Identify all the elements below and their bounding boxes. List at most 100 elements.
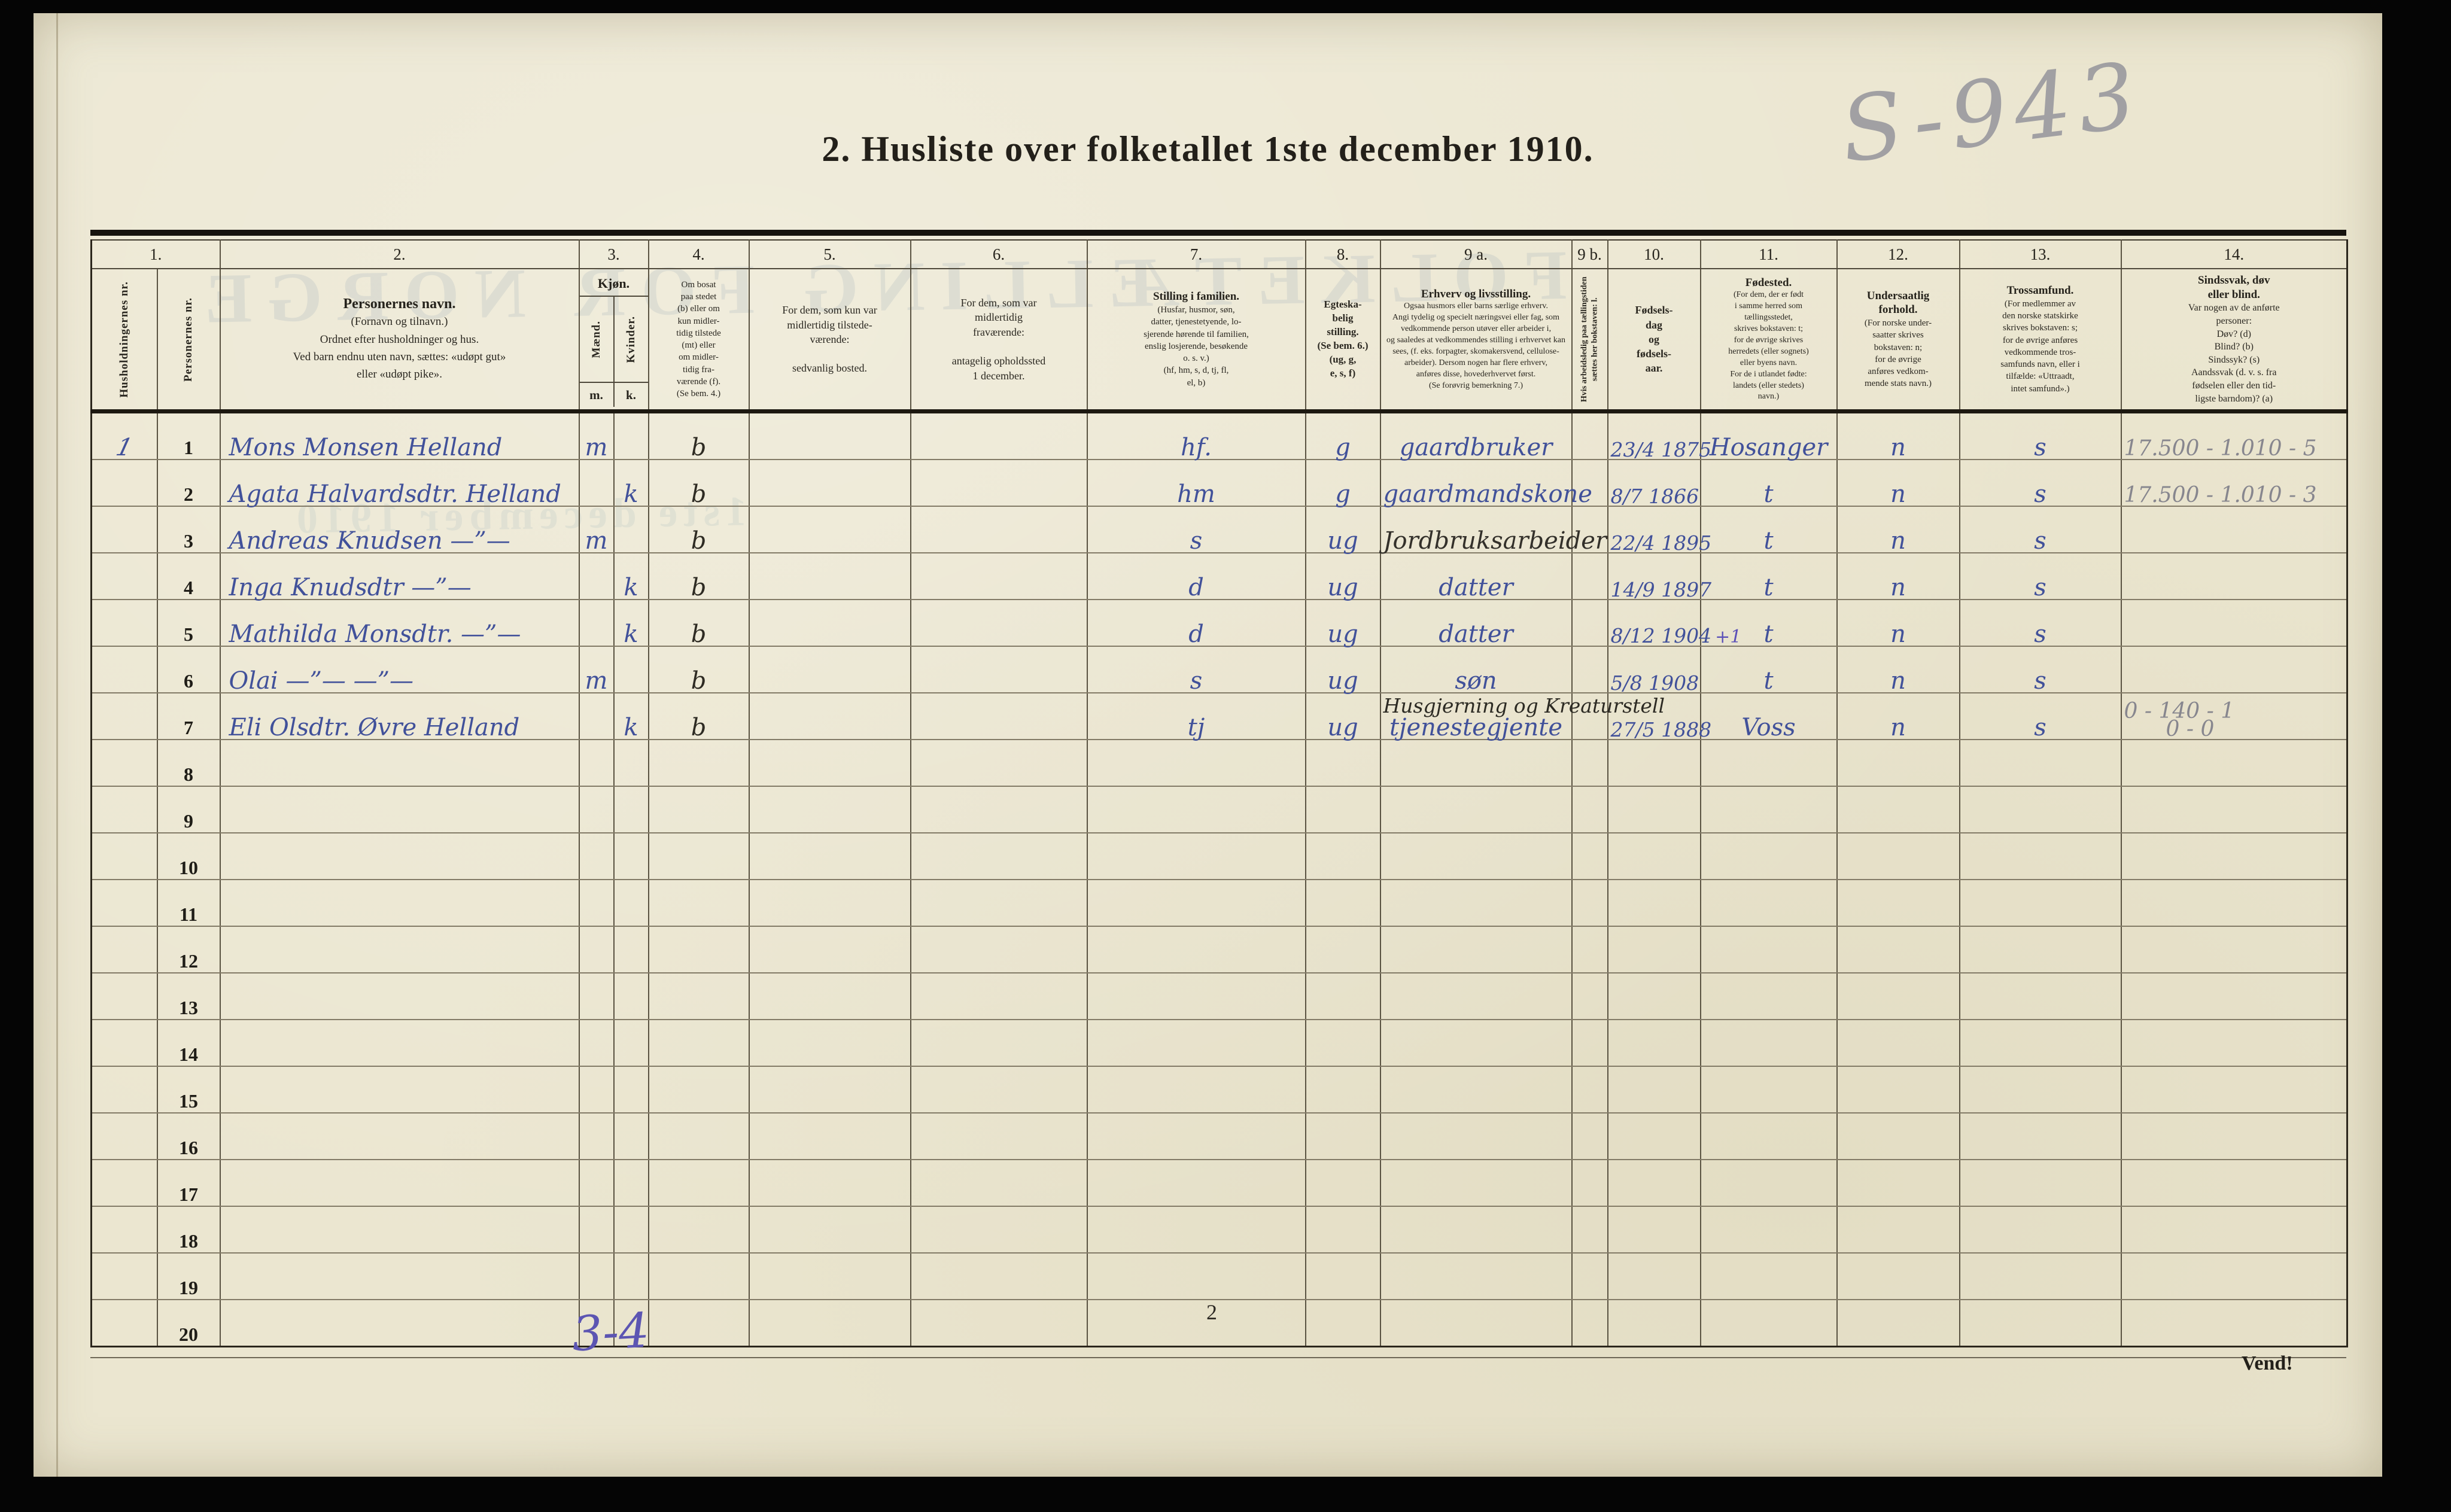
cell-residence-status: b	[648, 693, 750, 740]
cell-probable-location	[910, 1300, 1088, 1347]
header-birthplace: Fødested. (For dem, der er født i samme …	[1700, 269, 1838, 412]
cell-household-nr	[91, 600, 158, 647]
cell-usual-residence	[749, 553, 911, 600]
cell-residence-status: b	[648, 600, 750, 647]
cell-male-mark: m	[579, 411, 615, 460]
cell-religion	[1959, 740, 2122, 787]
cell-usual-residence	[749, 460, 911, 507]
header-person-nr: Personernes nr.	[157, 269, 221, 412]
cell-male-mark	[579, 600, 615, 647]
cell-female-mark	[613, 833, 649, 880]
cell-remark	[2121, 506, 2348, 553]
birthdate-text: 5/8 1908	[1610, 671, 1699, 695]
cell-person-nr: 18	[157, 1206, 221, 1254]
cell-birthdate	[1607, 833, 1701, 880]
header-household-nr: Husholdningernes nr.	[91, 269, 158, 412]
person-nr-label: Personernes nr.	[182, 297, 194, 382]
cell-name: Mathilda Monsdtr. —”—	[220, 600, 580, 647]
cell-birthplace	[1700, 926, 1838, 973]
cell-unemployed	[1571, 740, 1608, 787]
cell-person-nr: 14	[157, 1020, 221, 1067]
cell-male-mark	[579, 553, 615, 600]
cell-marital-status	[1305, 1300, 1381, 1347]
cell-marital-status: ug	[1305, 600, 1381, 647]
cell-remark	[2121, 1113, 2348, 1160]
census-table-wrap: 1. 2. 3. 4. 5. 6. 7. 8. 9 a. 9 b. 10. 11…	[90, 230, 2348, 1358]
cell-male-mark	[579, 693, 615, 740]
cell-birthplace	[1700, 973, 1838, 1020]
cell-usual-residence	[749, 506, 911, 553]
cell-person-nr: 1	[157, 411, 221, 460]
cell-birthdate	[1607, 1206, 1701, 1254]
cell-birthplace	[1700, 1160, 1838, 1207]
cell-family-position	[1087, 880, 1306, 927]
cell-usual-residence	[749, 1206, 911, 1254]
cell-citizenship: n	[1836, 646, 1960, 693]
religion-title: Trossamfund.	[2006, 284, 2074, 297]
col-4-number: 4.	[648, 240, 750, 269]
cell-birthdate	[1607, 1066, 1701, 1114]
cell-household-nr	[91, 880, 158, 927]
cell-remark	[2121, 1206, 2348, 1254]
cell-occupation: gaardmandskone	[1380, 460, 1592, 507]
cell-name	[220, 926, 580, 973]
cell-remark	[2121, 926, 2348, 973]
table-row: 16	[91, 1113, 2348, 1160]
cell-usual-residence	[749, 1020, 911, 1067]
cell-religion	[1959, 1020, 2122, 1067]
cell-birthdate	[1607, 1300, 1701, 1347]
cell-female-mark: k	[613, 460, 649, 507]
cell-religion	[1959, 973, 2122, 1020]
table-row: 12	[91, 926, 2348, 973]
cell-person-nr: 8	[157, 740, 221, 787]
cell-residence-status	[648, 833, 750, 880]
cell-marital-status	[1305, 1113, 1381, 1160]
cell-occupation	[1380, 786, 1573, 833]
table-row: 18	[91, 1206, 2348, 1254]
cell-family-position: d	[1087, 600, 1306, 647]
paper-sheet: FOLKETÆLLING FOR NORGE 1ste december 191…	[34, 13, 2382, 1477]
cell-birthdate	[1607, 1253, 1701, 1300]
cell-residence-status	[648, 973, 750, 1020]
cell-occupation	[1380, 1253, 1573, 1300]
cell-person-nr: 19	[157, 1253, 221, 1300]
column-number-row: 1. 2. 3. 4. 5. 6. 7. 8. 9 a. 9 b. 10. 11…	[91, 240, 2348, 269]
cell-person-nr: 20	[157, 1300, 221, 1347]
cell-remark	[2121, 833, 2348, 880]
cell-occupation	[1380, 1206, 1573, 1254]
table-row: 17	[91, 1160, 2348, 1207]
table-row: 1 1 Mons Monsen Helland m b hf. g gaardbruker 23…	[91, 411, 2348, 461]
cell-religion: s	[1959, 506, 2122, 553]
family-position-note: (Husfar, husmor, søn, datter, tjenestety…	[1144, 305, 1249, 388]
table-row: 10	[91, 833, 2348, 880]
table-row: 7 Eli Olsdtr. Øvre Helland k b tj ug Husgjerni…	[91, 693, 2348, 740]
cell-probable-location	[910, 926, 1088, 973]
cell-marital-status	[1305, 786, 1381, 833]
cell-unemployed	[1571, 1066, 1608, 1114]
cell-usual-residence	[749, 1113, 911, 1160]
cell-marital-status	[1305, 973, 1381, 1020]
cell-citizenship	[1836, 1253, 1960, 1300]
cell-person-nr: 10	[157, 833, 221, 880]
cell-birthplace	[1700, 786, 1838, 833]
table-row: 5 Mathilda Monsdtr. —”— k b d ug datter 8/12 19…	[91, 600, 2348, 647]
col-10-number: 10.	[1607, 240, 1701, 269]
cell-female-mark	[613, 1020, 649, 1067]
cell-female-mark	[613, 973, 649, 1020]
cell-person-nr: 17	[157, 1160, 221, 1207]
cell-remark	[2121, 880, 2348, 927]
cell-female-mark	[613, 786, 649, 833]
cell-household-nr	[91, 740, 158, 787]
birthdate-text: 22/4 1895	[1610, 531, 1712, 555]
cell-birthplace	[1700, 1206, 1838, 1254]
cell-female-mark	[613, 880, 649, 927]
cell-name: Andreas Knudsen —”—	[220, 506, 580, 553]
cell-family-position: tj	[1087, 693, 1306, 740]
cell-religion	[1959, 1160, 2122, 1207]
cell-person-nr: 3	[157, 506, 221, 553]
table-row: 3 Andreas Knudsen —”— m b s ug Jordbruksarbeid…	[91, 506, 2348, 555]
cell-occupation	[1380, 1300, 1573, 1347]
cell-person-nr: 16	[157, 1113, 221, 1160]
cell-family-position	[1087, 786, 1306, 833]
citizenship-note: (For norske under- saatter skrives bokst…	[1864, 318, 1932, 389]
